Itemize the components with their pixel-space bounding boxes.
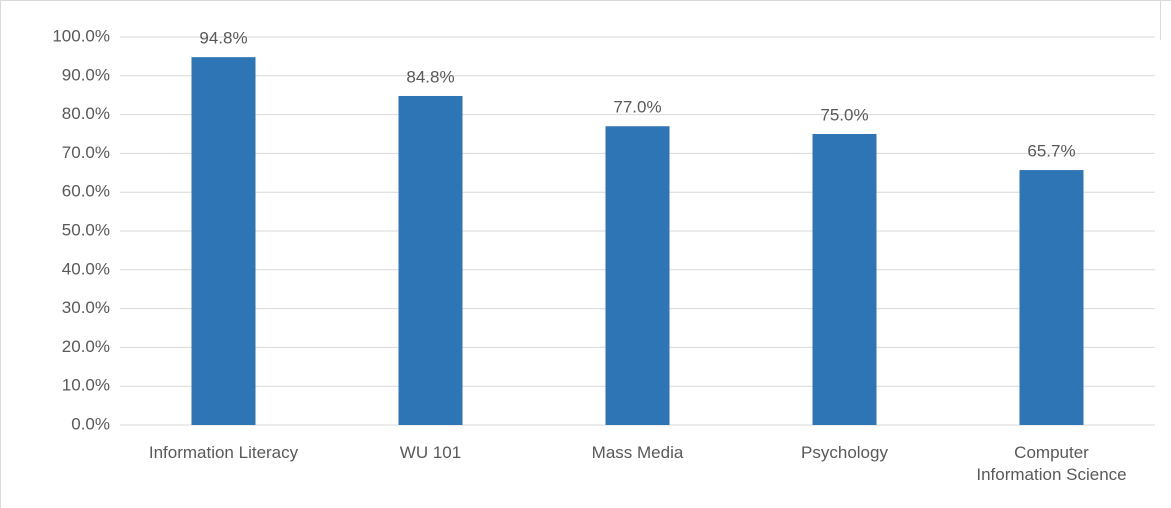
y-tick-label: 40.0% [62, 259, 110, 278]
y-tick-label: 50.0% [62, 220, 110, 239]
bar [1019, 170, 1084, 425]
bar [605, 126, 670, 426]
x-tick-label: Mass Media [591, 443, 684, 462]
data-label: 94.8% [199, 29, 247, 48]
x-tick-label: WU 101 [399, 443, 462, 462]
y-tick-label: 0.0% [71, 414, 110, 433]
bar [398, 95, 463, 425]
x-tick-label: Psychology [801, 443, 888, 462]
y-tick-label: 90.0% [62, 65, 110, 84]
y-tick-label: 80.0% [62, 104, 110, 123]
data-label: 84.8% [406, 67, 454, 86]
y-tick-label: 70.0% [62, 143, 110, 162]
bar [191, 57, 256, 426]
data-label: 65.7% [1027, 142, 1075, 161]
y-tick-label: 30.0% [62, 298, 110, 317]
bar [812, 134, 877, 425]
x-tick-label: Computer Information Science [976, 443, 1127, 484]
y-tick-label: 60.0% [62, 182, 110, 201]
y-tick-label: 20.0% [62, 337, 110, 356]
y-tick-label: 10.0% [62, 376, 110, 395]
y-tick-label: 100.0% [52, 26, 110, 45]
data-label: 75.0% [820, 105, 868, 124]
x-tick-label: Information Literacy [148, 443, 299, 462]
data-label: 77.0% [613, 98, 661, 117]
